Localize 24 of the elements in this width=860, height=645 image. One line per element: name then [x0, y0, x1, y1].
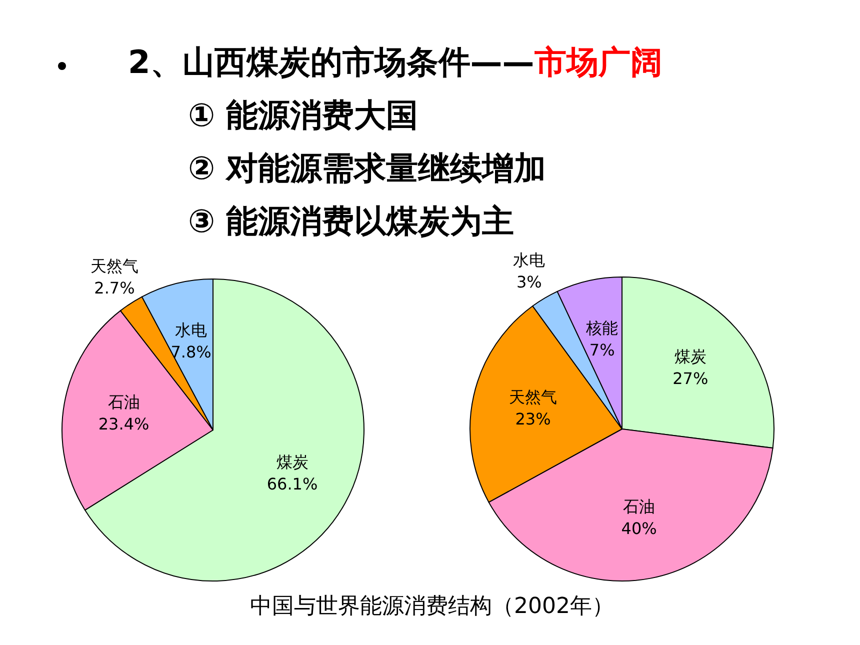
data-label: 7.8%	[170, 342, 212, 362]
data-label: 23.4%	[98, 414, 150, 434]
text: 中国与世界能源消费结构（2002年）	[250, 594, 614, 620]
slice-label: 煤炭	[276, 452, 308, 472]
data-label: 27%	[672, 369, 708, 388]
slice-label: 水电	[513, 250, 546, 270]
data-label: 3%	[516, 272, 542, 292]
text: ② 对能源需求量继续增加	[188, 148, 546, 187]
data-label: 40%	[621, 518, 657, 538]
data-label: 23%	[515, 409, 551, 428]
text: 2、山西煤炭的市场条件——	[128, 42, 534, 81]
slice-label: 天然气	[90, 256, 138, 276]
slice-label: 核能	[585, 318, 618, 338]
slice-label: 水电	[175, 320, 208, 340]
data-label: 66.1%	[266, 474, 318, 494]
slice-label: 石油	[623, 496, 656, 516]
slice-label: 煤炭	[674, 347, 706, 366]
text: ① 能源消费大国	[188, 96, 418, 134]
data-label: 7%	[589, 340, 615, 360]
data-label: 2.7%	[94, 278, 135, 298]
slice-label: 石油	[108, 392, 140, 412]
text: 市场广阔	[533, 42, 662, 81]
slice-label: 天然气	[508, 387, 557, 406]
text: ③ 能源消费以煤炭为主	[188, 202, 514, 240]
